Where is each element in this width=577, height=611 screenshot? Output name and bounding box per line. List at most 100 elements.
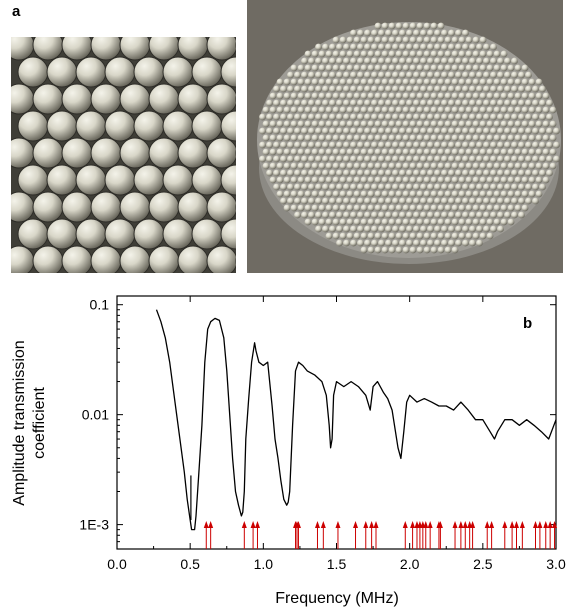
x-tick-label: 1.0 <box>254 556 274 572</box>
bead <box>336 113 343 121</box>
bead <box>353 190 361 198</box>
bead <box>325 190 333 198</box>
bead <box>444 134 452 142</box>
bead <box>500 148 508 156</box>
bead <box>500 204 508 212</box>
bead <box>521 92 529 100</box>
resonance-arrow <box>335 521 341 549</box>
bead <box>497 141 504 149</box>
bead <box>346 176 354 184</box>
bead <box>367 64 375 72</box>
bead <box>483 141 490 149</box>
bead <box>262 162 270 170</box>
bead <box>514 134 522 142</box>
bead <box>423 232 431 240</box>
bead <box>297 148 305 156</box>
bead <box>469 99 476 107</box>
bead <box>434 225 441 233</box>
bead <box>406 239 413 247</box>
bead <box>357 113 364 121</box>
bead <box>378 71 385 79</box>
transmission-chart: 0.0 0.5 1.0 1.5 2.0 2.5 3.0 0.1 0.01 1E-3 b Frequ… <box>11 295 566 607</box>
y-axis-title-line2: coefficient <box>31 387 48 459</box>
bead <box>500 106 508 114</box>
bead <box>191 56 223 88</box>
bead <box>360 190 368 198</box>
bead <box>283 92 291 100</box>
bead <box>399 197 406 205</box>
bead <box>297 204 305 212</box>
bead <box>525 183 532 191</box>
bead <box>500 92 508 100</box>
bead <box>367 50 375 58</box>
bead <box>395 134 403 142</box>
bead <box>409 22 417 30</box>
bead <box>287 141 294 149</box>
bead <box>458 78 466 86</box>
bead <box>402 36 410 44</box>
resonance-arrow <box>203 521 209 549</box>
bead <box>308 99 315 107</box>
bead <box>357 197 364 205</box>
bead <box>504 85 511 93</box>
bead <box>455 141 462 149</box>
bead <box>511 211 518 219</box>
bead <box>486 232 494 240</box>
bead <box>304 176 312 184</box>
bead <box>322 43 329 51</box>
bead <box>542 176 550 184</box>
bead <box>546 141 553 149</box>
bead <box>357 85 364 93</box>
bead <box>413 239 420 247</box>
bead <box>385 71 392 79</box>
bead <box>385 169 392 177</box>
bead <box>346 120 354 128</box>
bead <box>528 148 536 156</box>
bead <box>455 43 462 51</box>
resonance-arrow <box>543 521 549 549</box>
bead <box>325 148 333 156</box>
bead-disc-photo <box>247 0 563 273</box>
bead <box>451 92 459 100</box>
bead <box>434 239 441 247</box>
bead <box>388 232 396 240</box>
bead <box>353 232 361 240</box>
bead <box>343 197 350 205</box>
plot-frame <box>116 295 557 550</box>
bead <box>472 204 480 212</box>
bead <box>476 99 483 107</box>
bead <box>476 183 483 191</box>
bead <box>399 239 406 247</box>
bead <box>451 190 459 198</box>
bead <box>493 162 501 170</box>
bead <box>420 211 427 219</box>
bead-disc-image <box>247 0 563 273</box>
bead <box>308 113 315 121</box>
bead <box>479 162 487 170</box>
bead <box>476 197 483 205</box>
bead <box>416 50 424 58</box>
bead <box>511 85 518 93</box>
bead <box>441 197 448 205</box>
bead <box>343 225 350 233</box>
bead <box>339 64 347 72</box>
bead <box>148 245 180 273</box>
bead <box>395 22 403 30</box>
bead <box>423 176 431 184</box>
x-tick-label: 0.5 <box>180 556 200 572</box>
bead <box>493 92 501 100</box>
y-tick-label: 0.01 <box>82 407 109 423</box>
bead <box>532 141 539 149</box>
bead <box>469 197 476 205</box>
bead <box>357 43 364 51</box>
bead <box>437 78 445 86</box>
bead <box>511 197 518 205</box>
bead <box>304 162 312 170</box>
bead <box>451 106 459 114</box>
bead <box>378 99 385 107</box>
bead <box>378 29 385 37</box>
bead <box>420 127 427 135</box>
bead <box>483 211 490 219</box>
bead <box>483 113 490 121</box>
bead <box>346 78 354 86</box>
